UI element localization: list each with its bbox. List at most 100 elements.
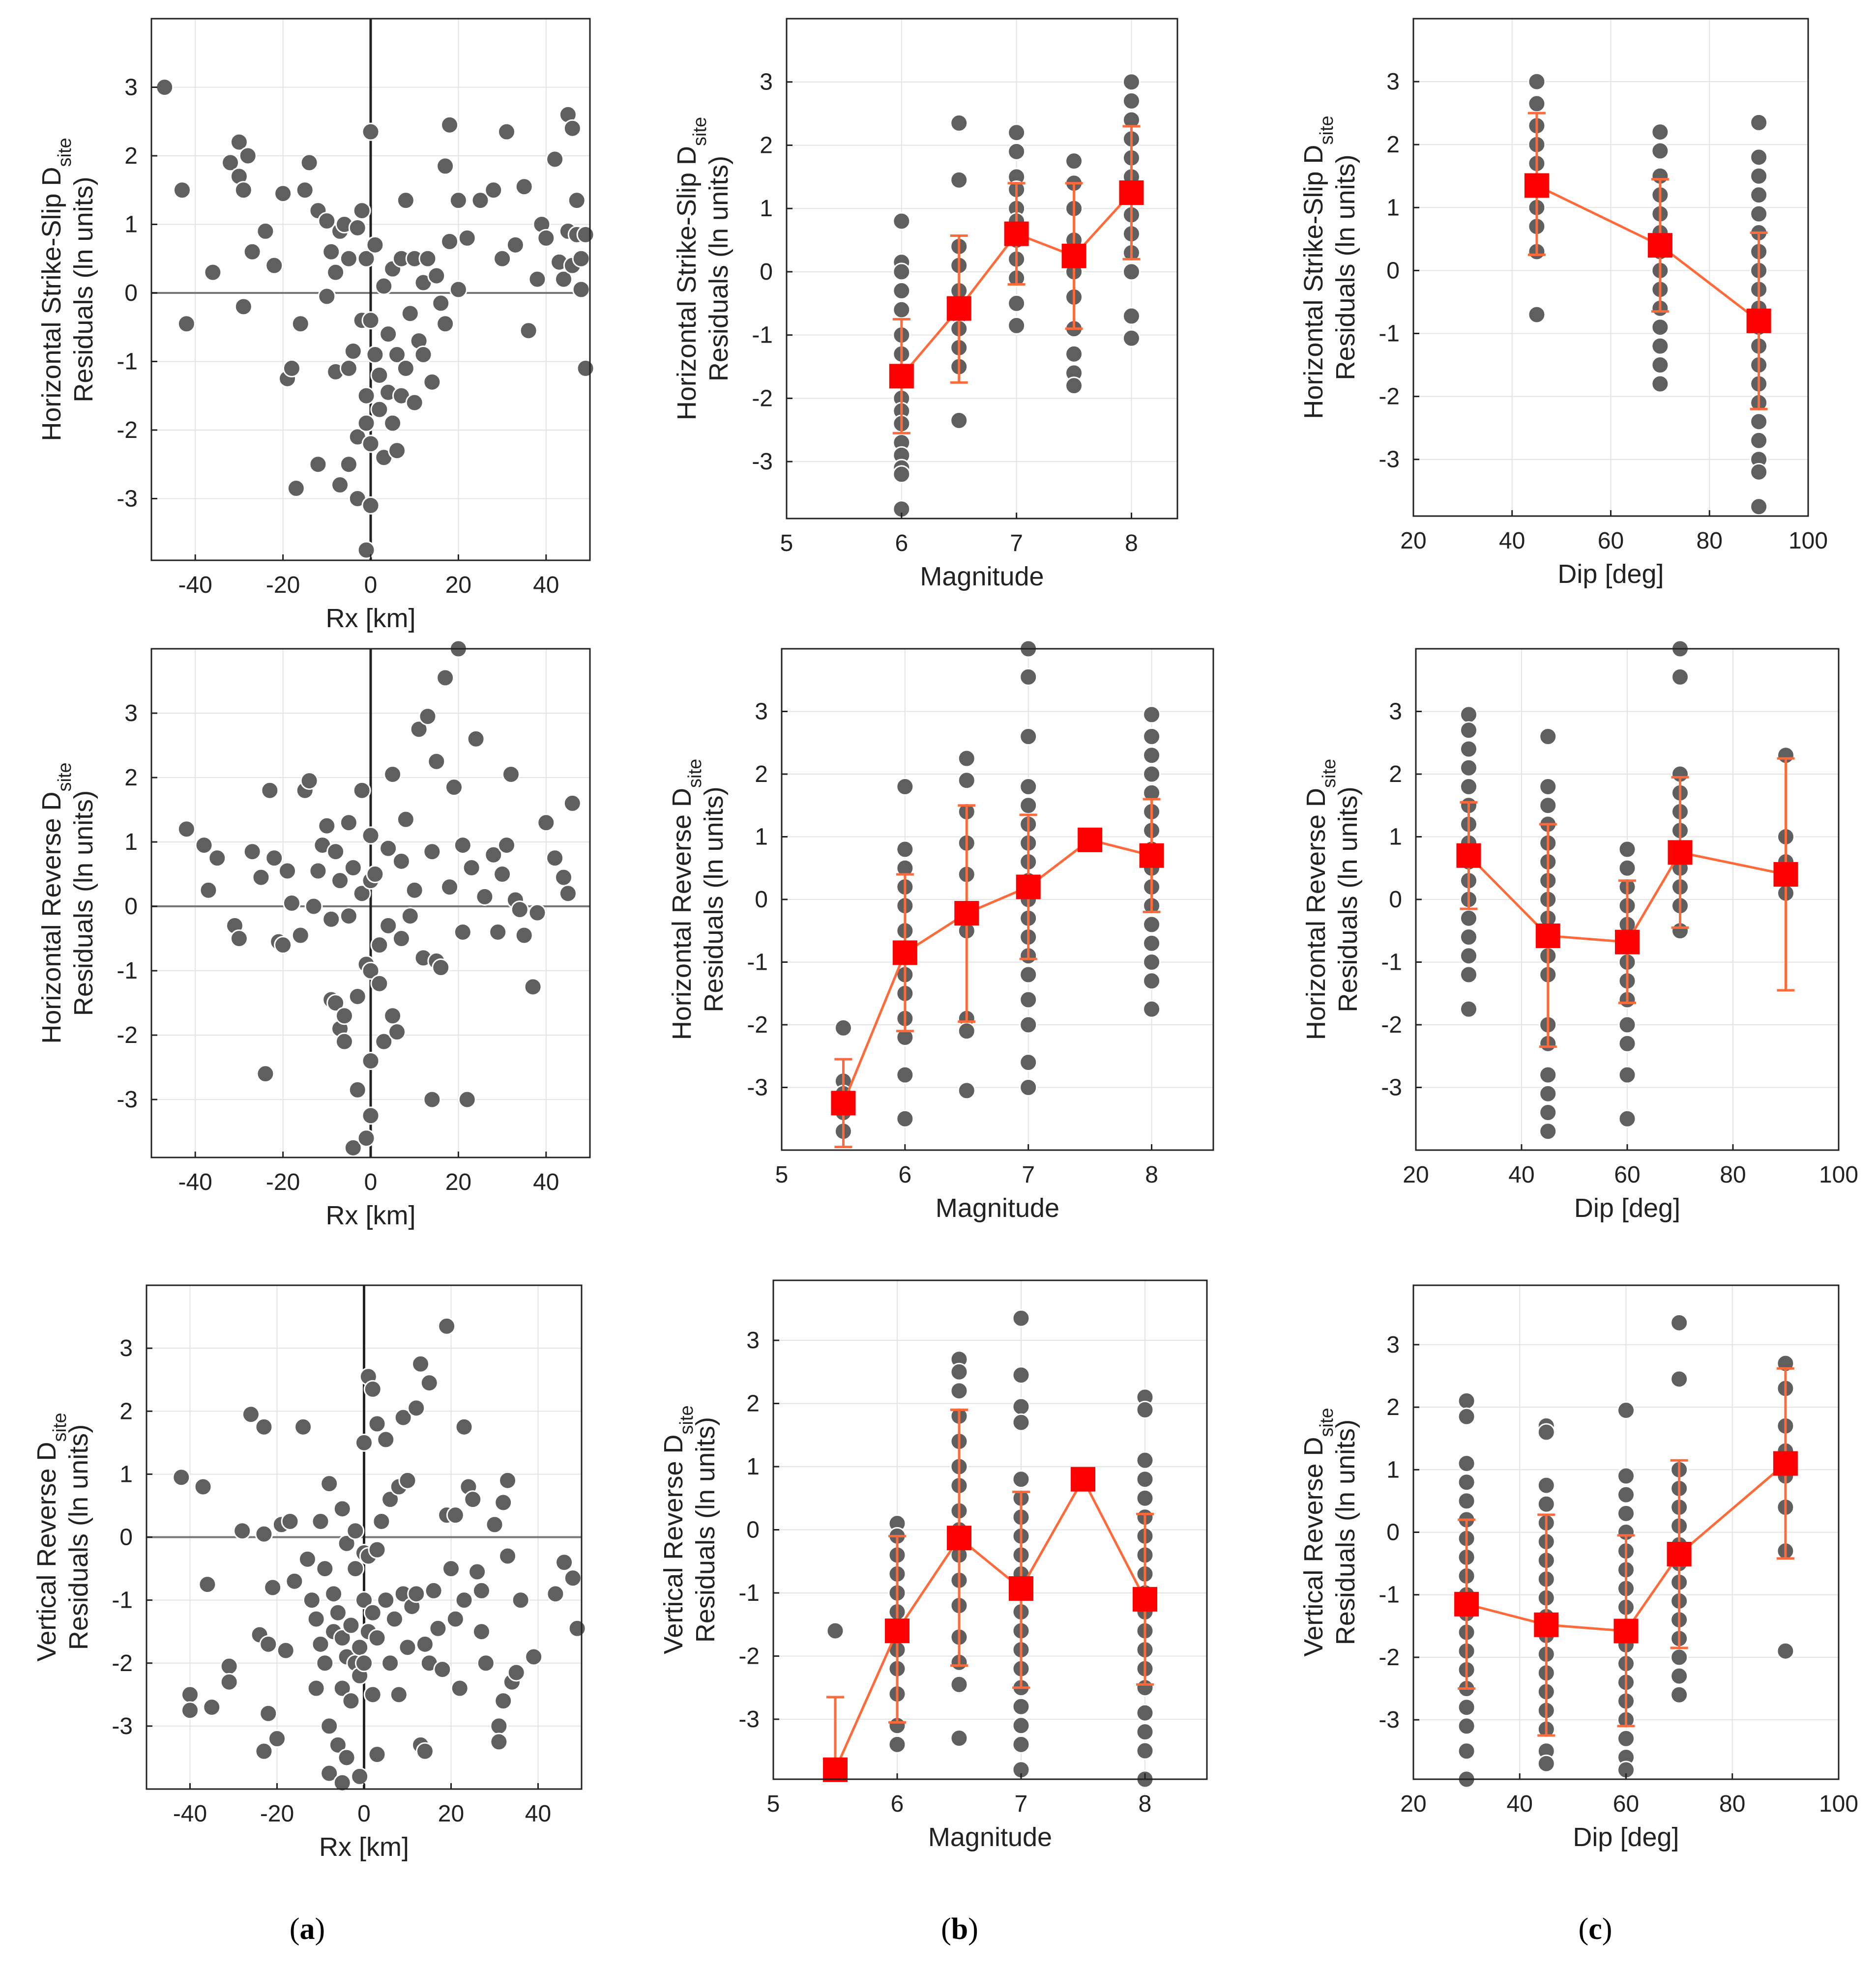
data-point bbox=[444, 778, 463, 797]
y-tick-label: -2 bbox=[738, 1643, 760, 1669]
data-point bbox=[1539, 1122, 1557, 1141]
data-point bbox=[348, 1080, 367, 1099]
data-point bbox=[407, 1399, 426, 1417]
data-point bbox=[274, 936, 293, 954]
mean-marker bbox=[1004, 221, 1029, 246]
data-point bbox=[1670, 1685, 1689, 1704]
x-tick-label: 20 bbox=[1403, 1162, 1429, 1188]
data-point bbox=[355, 1654, 373, 1673]
y-tick-label: -3 bbox=[117, 486, 138, 512]
data-point bbox=[1019, 1078, 1038, 1097]
data-point bbox=[377, 1591, 395, 1610]
y-tick-label: 3 bbox=[124, 74, 138, 100]
data-point bbox=[230, 133, 248, 151]
data-point bbox=[344, 858, 362, 877]
data-point bbox=[361, 1051, 380, 1070]
data-point bbox=[342, 1616, 360, 1635]
data-point bbox=[199, 881, 218, 899]
data-point bbox=[563, 794, 582, 812]
data-point bbox=[489, 923, 507, 941]
data-point bbox=[423, 373, 441, 391]
y-axis-label-subscript: site bbox=[1319, 759, 1340, 788]
data-point bbox=[398, 1471, 417, 1490]
data-point bbox=[294, 1417, 313, 1436]
data-point bbox=[265, 256, 284, 275]
data-point bbox=[436, 315, 455, 333]
data-point bbox=[177, 820, 196, 838]
data-point bbox=[1122, 91, 1141, 110]
data-point bbox=[423, 1090, 441, 1109]
y-tick-label: 2 bbox=[124, 765, 138, 791]
data-point bbox=[300, 153, 319, 172]
x-tick-label: 40 bbox=[1508, 1162, 1534, 1188]
x-axis-label: Rx [km] bbox=[326, 604, 416, 633]
data-point bbox=[331, 476, 350, 494]
data-point bbox=[1460, 721, 1478, 740]
data-point bbox=[1012, 1366, 1030, 1385]
y-axis-label-subscript: site bbox=[55, 762, 75, 791]
data-point bbox=[1136, 1451, 1154, 1470]
data-point bbox=[892, 300, 911, 319]
data-point bbox=[1539, 1103, 1557, 1122]
data-point bbox=[1651, 375, 1670, 393]
data-point bbox=[494, 1493, 513, 1512]
data-point bbox=[238, 146, 257, 165]
data-point bbox=[287, 479, 305, 498]
y-tick-label: 0 bbox=[124, 894, 138, 920]
data-point bbox=[1457, 1454, 1476, 1473]
mean-marker bbox=[885, 1618, 909, 1644]
data-point bbox=[326, 994, 345, 1012]
data-point bbox=[1460, 778, 1478, 796]
mean-marker bbox=[946, 296, 971, 321]
data-point bbox=[318, 816, 336, 835]
data-point bbox=[507, 1663, 526, 1682]
y-tick-label: 0 bbox=[1386, 258, 1400, 284]
data-point bbox=[368, 1540, 386, 1559]
y-tick-label: 1 bbox=[1389, 824, 1402, 850]
data-point bbox=[220, 1657, 238, 1676]
data-point bbox=[1012, 1309, 1030, 1328]
data-point bbox=[464, 1490, 482, 1509]
data-point bbox=[322, 242, 341, 261]
data-point bbox=[472, 1622, 491, 1641]
data-point bbox=[476, 1654, 495, 1673]
x-tick-label: 20 bbox=[445, 572, 471, 598]
y-axis-label-units: Residuals (ln units) bbox=[69, 790, 98, 1016]
data-point bbox=[392, 852, 410, 870]
x-tick-label: 7 bbox=[1015, 1791, 1028, 1817]
data-point bbox=[155, 78, 174, 96]
data-point bbox=[498, 1547, 517, 1565]
data-point bbox=[1651, 337, 1670, 355]
y-axis-label-main: Vertical Reverse D bbox=[1299, 1437, 1328, 1656]
data-point bbox=[256, 1065, 275, 1083]
data-point bbox=[352, 202, 371, 220]
data-point bbox=[467, 729, 485, 748]
data-point bbox=[195, 836, 213, 855]
data-point bbox=[528, 903, 547, 922]
data-point bbox=[173, 181, 191, 200]
data-point bbox=[493, 865, 512, 884]
y-tick-label: 3 bbox=[1386, 1332, 1400, 1358]
data-point bbox=[361, 1106, 380, 1125]
data-point bbox=[1618, 1034, 1637, 1053]
y-tick-label: -2 bbox=[117, 417, 138, 443]
data-point bbox=[432, 294, 450, 313]
data-point bbox=[1012, 1470, 1030, 1489]
x-axis-label: Dip [deg] bbox=[1574, 1193, 1680, 1223]
data-point bbox=[337, 1748, 356, 1767]
y-tick-label: -3 bbox=[738, 1706, 760, 1733]
panel-label-a: (a) bbox=[289, 1912, 325, 1946]
x-tick-label: 20 bbox=[1400, 1791, 1426, 1817]
mean-marker bbox=[823, 1757, 848, 1782]
y-axis-label-subscript: site bbox=[685, 759, 705, 788]
data-point bbox=[348, 218, 367, 237]
data-point bbox=[558, 884, 577, 903]
data-point bbox=[1460, 928, 1478, 946]
data-point bbox=[1750, 186, 1768, 204]
data-point bbox=[576, 225, 595, 244]
mean-marker bbox=[954, 901, 979, 926]
data-point bbox=[368, 1629, 386, 1647]
data-point bbox=[438, 1317, 456, 1335]
x-tick-label: 0 bbox=[357, 1801, 371, 1827]
data-point bbox=[510, 900, 529, 919]
